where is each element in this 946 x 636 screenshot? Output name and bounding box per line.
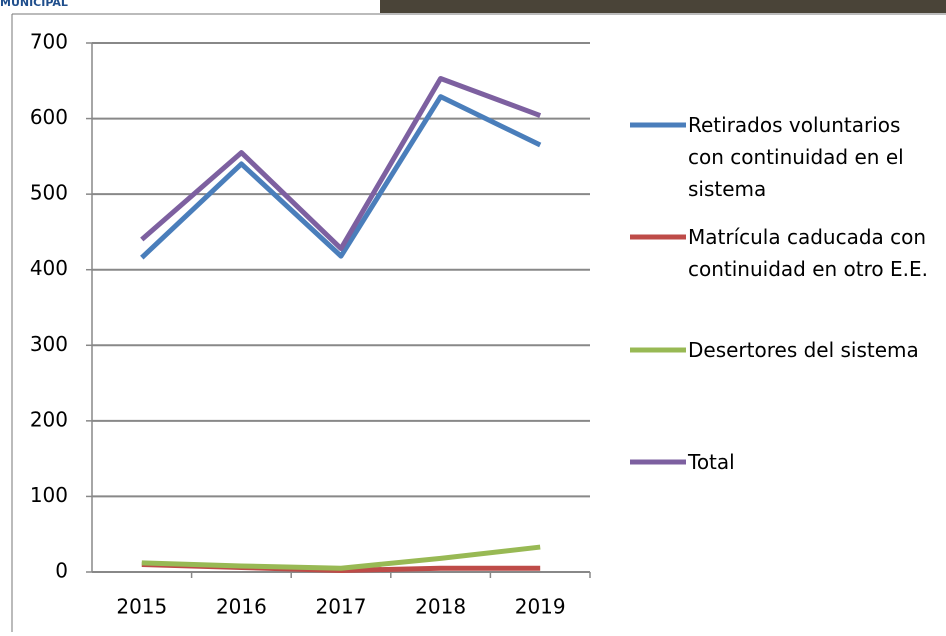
y-tick-label: 400 bbox=[30, 256, 68, 280]
legend-label: Retirados voluntarios con continuidad en… bbox=[688, 113, 904, 201]
legend-label: Desertores del sistema bbox=[688, 338, 919, 362]
x-tick-label: 2015 bbox=[116, 595, 167, 619]
x-tick-label: 2017 bbox=[316, 595, 367, 619]
y-tick-label: 100 bbox=[30, 483, 68, 507]
logo-text: MUNICIPAL bbox=[0, 0, 68, 9]
x-tick-label: 2018 bbox=[415, 595, 466, 619]
x-tick-label: 2019 bbox=[515, 595, 566, 619]
x-tick-label: 2016 bbox=[216, 595, 267, 619]
y-tick-label: 500 bbox=[30, 181, 68, 205]
y-tick-label: 600 bbox=[30, 105, 68, 129]
y-tick-label: 0 bbox=[55, 559, 68, 583]
legend-label: Total bbox=[688, 450, 735, 474]
legend-label: Matrícula caducada con continuidad en ot… bbox=[688, 225, 928, 281]
series-line bbox=[141, 544, 541, 571]
y-tick-label: 300 bbox=[30, 332, 68, 356]
y-tick-label: 700 bbox=[30, 30, 68, 54]
y-tick-label: 200 bbox=[30, 407, 68, 431]
series-line bbox=[140, 94, 542, 260]
header-image bbox=[380, 0, 946, 13]
series-line bbox=[140, 76, 542, 252]
